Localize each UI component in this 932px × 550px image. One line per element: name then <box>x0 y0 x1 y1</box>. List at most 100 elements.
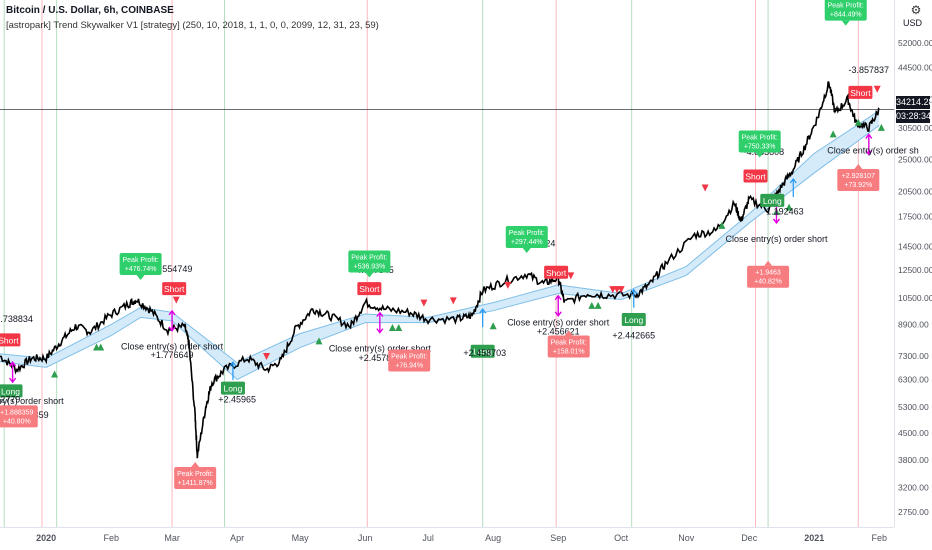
peak-profit-box-10 <box>0 405 38 428</box>
buy-triangle-5 <box>395 324 403 332</box>
y-axis-panel <box>894 0 932 550</box>
buy-triangle-6 <box>489 322 497 330</box>
close-order-text-5: Close entry(s) order sh <box>827 145 919 155</box>
x-tick-6: Jul <box>422 533 434 543</box>
y-tick-9: 10500.00 <box>898 293 932 303</box>
signal-label-box-3 <box>220 381 245 395</box>
x-tick-10: Nov <box>678 533 695 543</box>
x-tick-2: Mar <box>164 533 180 543</box>
peak-profit-title-8: Peak Profit: <box>828 3 864 10</box>
signal-label-box-7 <box>621 313 646 327</box>
peak-profit-pointer-5 <box>564 330 573 336</box>
peak-profit-title-5: Peak Profit: <box>551 339 587 346</box>
close-arrow-1 <box>168 309 176 333</box>
x-tick-12: 2021 <box>804 533 824 543</box>
buy-triangle-13 <box>854 118 862 126</box>
y-tick-5: 20500.00 <box>898 186 932 196</box>
peak-profit-title-7: +1.9463 <box>755 270 781 277</box>
peak-profit-box-3 <box>388 349 431 372</box>
close-arrow-2 <box>376 311 384 334</box>
indicator-title: [astropark] Trend Skywalker V1 [strategy… <box>6 20 379 31</box>
signal-label-2: Short <box>164 284 185 294</box>
peak-profit-value-4: +297.44% <box>511 239 543 246</box>
sell-triangle-3 <box>449 297 457 305</box>
peak-profit-title-3: Peak Profit: <box>391 353 427 360</box>
peak-profit-value-2: +536.93% <box>353 264 385 271</box>
peak-profit-value-5: +158.01% <box>553 348 585 355</box>
countdown-tag: 03:28:34 <box>896 110 932 123</box>
trend-band-lower <box>0 124 880 381</box>
peak-profit-box-0 <box>119 252 162 275</box>
close-order-text-1: Close entry(s) order short <box>121 342 224 352</box>
sell-triangle-8 <box>617 286 625 294</box>
trade-value-0: -3.738834 <box>0 314 33 324</box>
buy-triangle-3 <box>315 337 323 345</box>
sell-triangle-1 <box>263 353 271 361</box>
sell-triangle-5 <box>567 272 575 280</box>
peak-profit-value-7: +40.82% <box>754 279 782 286</box>
close-arrow-0 <box>9 360 17 384</box>
signal-label-box-4 <box>357 282 382 296</box>
close-order-text-0: Close entry(s) order short <box>0 396 64 406</box>
x-tick-9: Oct <box>614 533 629 543</box>
peak-profit-value-8: +844.49% <box>830 12 862 19</box>
signal-label-5: Long <box>473 347 492 357</box>
peak-profit-value-0: +476.74% <box>125 266 157 273</box>
y-tick-3: 30500.00 <box>898 123 932 133</box>
peak-profit-title-6: Peak Profit: <box>742 135 778 142</box>
signal-label-6: Short <box>546 268 567 278</box>
currency-label: USD <box>902 18 922 28</box>
signal-label-10: Short <box>850 88 871 98</box>
signal-label-9: Long <box>763 196 782 206</box>
y-tick-14: 4500.00 <box>898 428 929 438</box>
buy-triangle-9 <box>718 221 726 229</box>
close-arrow-5 <box>865 133 873 156</box>
peak-profit-box-2 <box>348 250 391 273</box>
chart-title: Bitcoin / U.S. Dollar, 6h, COINBASE <box>6 5 174 16</box>
sell-triangle-10 <box>873 85 881 93</box>
peak-profit-box-7 <box>747 265 790 288</box>
peak-profit-pointer-7 <box>764 260 773 266</box>
signal-label-box-0 <box>0 333 21 347</box>
buy-triangle-2 <box>97 343 105 351</box>
buy-triangle-12 <box>829 130 837 138</box>
peak-profit-title-0: Peak Profit: <box>123 257 159 264</box>
long-arrow-1 <box>479 308 487 328</box>
y-tick-0: 52000.00 <box>898 38 932 48</box>
peak-profit-title-9: +2.928107 <box>842 173 875 180</box>
y-tick-13: 5300.00 <box>898 402 929 412</box>
y-tick-8: 12500.00 <box>898 265 932 275</box>
x-tick-13: Feb <box>872 533 888 543</box>
long-arrow-2 <box>630 288 638 308</box>
signal-label-4: Short <box>359 284 380 294</box>
peak-profit-pointer-1 <box>191 461 200 467</box>
peak-profit-title-4: Peak Profit: <box>509 230 545 237</box>
x-tick-3: Apr <box>230 533 244 543</box>
sell-triangle-4 <box>504 281 512 289</box>
long-arrow-0 <box>229 361 237 381</box>
peak-profit-box-1 <box>174 466 217 489</box>
sell-triangle-0 <box>172 296 180 304</box>
y-tick-11: 7300.00 <box>898 351 929 361</box>
peak-profit-pointer-8 <box>841 20 850 26</box>
trade-value-5: +2.45965 <box>218 395 256 405</box>
peak-profit-pointer-6 <box>755 152 764 158</box>
gear-icon[interactable]: ⚙ <box>910 3 922 17</box>
peak-profit-title-2: Peak Profit: <box>351 255 387 262</box>
peak-profit-pointer-9 <box>854 164 863 170</box>
signal-label-3: Long <box>223 384 242 394</box>
signal-label-box-2 <box>162 282 187 296</box>
buy-triangle-4 <box>388 324 396 332</box>
peak-profit-value-3: +76.94% <box>395 362 423 369</box>
x-tick-5: Jun <box>358 533 373 543</box>
y-tick-10: 8900.00 <box>898 319 929 329</box>
close-order-text-3: Close entry(s) order short <box>507 317 610 327</box>
peak-profit-title-1: Peak Profit: <box>177 471 213 478</box>
signal-label-box-8 <box>743 169 768 183</box>
trade-value-7: +2.457895 <box>358 353 401 363</box>
sell-triangle-2 <box>420 299 428 307</box>
signal-label-7: Long <box>624 315 643 325</box>
x-tick-4: May <box>292 533 310 543</box>
